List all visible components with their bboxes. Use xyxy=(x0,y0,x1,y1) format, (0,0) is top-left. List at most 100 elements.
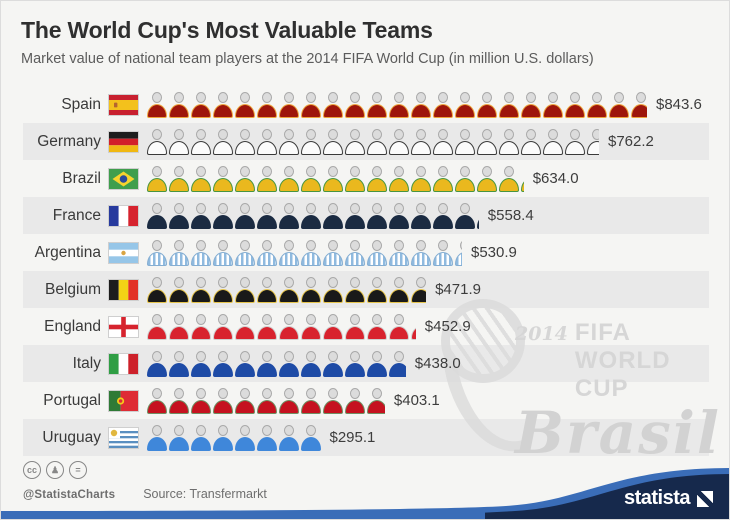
player-icons-bar xyxy=(147,239,462,266)
player-head xyxy=(416,128,426,140)
player-icon xyxy=(367,276,387,303)
player-head xyxy=(416,276,426,288)
player-icon xyxy=(169,165,189,192)
player-icon xyxy=(257,387,277,414)
player-icon xyxy=(345,239,365,266)
player-shirt xyxy=(389,251,409,266)
player-head xyxy=(174,276,184,288)
player-head xyxy=(306,165,316,177)
player-icon xyxy=(169,91,189,118)
player-icon xyxy=(279,387,299,414)
player-head xyxy=(262,239,272,251)
player-head xyxy=(174,313,184,325)
partial-player-icon xyxy=(411,276,427,303)
player-head xyxy=(284,91,294,103)
player-icon xyxy=(257,202,277,229)
player-head xyxy=(350,350,360,362)
player-head xyxy=(372,165,382,177)
player-icons-bar xyxy=(147,165,524,192)
header: The World Cup's Most Valuable Teams Mark… xyxy=(21,17,716,67)
country-label: Spain xyxy=(61,95,101,113)
player-shirt xyxy=(301,288,321,303)
player-icon xyxy=(213,424,233,451)
player-head xyxy=(350,165,360,177)
player-head xyxy=(240,276,250,288)
player-head xyxy=(174,91,184,103)
player-shirt xyxy=(257,362,277,377)
country-label: Uruguay xyxy=(42,428,101,446)
argentina-flag-icon xyxy=(109,242,138,263)
player-icon xyxy=(433,202,453,229)
player-shirt xyxy=(169,325,189,340)
partial-player-icon xyxy=(587,128,599,155)
player-head xyxy=(438,239,448,251)
player-head xyxy=(174,128,184,140)
player-head xyxy=(262,165,272,177)
player-shirt xyxy=(235,288,255,303)
player-head xyxy=(152,276,162,288)
player-shirt xyxy=(301,362,321,377)
player-head xyxy=(328,239,338,251)
player-icon xyxy=(235,313,255,340)
player-icon xyxy=(257,239,277,266)
player-shirt xyxy=(345,325,365,340)
player-icon xyxy=(565,91,585,118)
value-label: $403.1 xyxy=(393,392,440,409)
statista-logo-mark-icon xyxy=(697,490,713,507)
player-shirt xyxy=(345,103,365,118)
player-icon xyxy=(323,239,343,266)
player-shirt xyxy=(147,399,167,414)
player-icon xyxy=(147,313,167,340)
player-shirt xyxy=(257,140,277,155)
player-icon xyxy=(235,424,255,451)
player-head xyxy=(504,91,514,103)
player-shirt xyxy=(587,103,607,118)
team-row: Germany $762.2 xyxy=(1,123,729,160)
player-shirt xyxy=(499,140,519,155)
player-shirt xyxy=(213,436,233,451)
player-icon xyxy=(191,424,211,451)
spain-flag-icon xyxy=(109,94,138,115)
player-shirt xyxy=(323,177,343,192)
player-icon xyxy=(389,165,409,192)
player-shirt xyxy=(433,103,453,118)
player-shirt xyxy=(323,325,343,340)
player-icon xyxy=(345,350,365,377)
player-head xyxy=(152,128,162,140)
player-shirt xyxy=(235,362,255,377)
player-shirt xyxy=(499,103,519,118)
country-label: England xyxy=(44,317,101,335)
player-shirt xyxy=(213,214,233,229)
player-shirt xyxy=(279,251,299,266)
player-icon xyxy=(191,128,211,155)
player-shirt xyxy=(213,140,233,155)
player-head xyxy=(394,128,404,140)
player-head xyxy=(152,387,162,399)
player-icons-bar xyxy=(147,313,416,340)
player-icon xyxy=(279,276,299,303)
player-head xyxy=(372,313,382,325)
player-shirt xyxy=(477,140,497,155)
player-head xyxy=(526,91,536,103)
player-icon xyxy=(213,350,233,377)
player-shirt xyxy=(169,251,189,266)
page-subtitle: Market value of national team players at… xyxy=(21,51,594,67)
player-shirt xyxy=(301,436,321,451)
player-shirt xyxy=(279,362,299,377)
player-icon xyxy=(323,276,343,303)
player-head xyxy=(438,128,448,140)
player-icon xyxy=(169,202,189,229)
player-shirt xyxy=(477,214,479,229)
player-icon xyxy=(411,165,431,192)
portugal-flag-icon xyxy=(109,390,138,411)
player-shirt xyxy=(169,436,189,451)
player-shirt xyxy=(257,436,277,451)
player-shirt xyxy=(147,177,167,192)
player-icon xyxy=(301,313,321,340)
player-head xyxy=(482,165,492,177)
player-shirt xyxy=(147,436,167,451)
player-head xyxy=(218,276,228,288)
player-shirt xyxy=(411,177,431,192)
player-head xyxy=(504,128,514,140)
uruguay-flag-icon xyxy=(109,427,138,448)
